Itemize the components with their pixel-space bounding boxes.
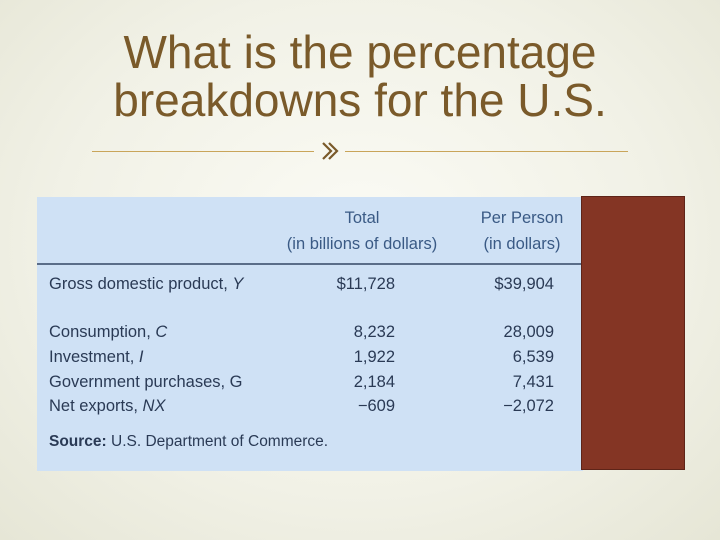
row-label: Investment, [49, 348, 139, 366]
row-variable: G [229, 373, 243, 391]
row-per-person: 6,539 [512, 348, 554, 366]
slide-title-line-2: breakdowns for the U.S. [113, 74, 607, 126]
gdp-table: Total (in billions of dollars) Per Perso… [37, 197, 583, 471]
header-total-title: Total [344, 209, 380, 227]
row-variable: I [138, 348, 144, 366]
row-total: −609 [357, 397, 395, 415]
table-row-investment: Investment, I 1,922 6,539 [37, 345, 583, 369]
row-total: 8,232 [353, 323, 395, 341]
row-total: 2,184 [353, 373, 395, 391]
slide-title: What is the percentage breakdowns for th… [0, 28, 720, 124]
header-total: Total (in billions of dollars) [282, 205, 442, 257]
header-per-person-unit: (in dollars) [483, 235, 561, 253]
row-variable: Y [232, 275, 244, 293]
source-text: U.S. Department of Commerce. [106, 433, 329, 450]
title-divider-left [92, 151, 314, 152]
row-per-person: $39,904 [494, 275, 554, 293]
table-row-consumption: Consumption, C 8,232 28,009 [37, 320, 583, 344]
table-row-net-exports: Net exports, NX −609 −2,072 [37, 394, 583, 418]
slide-title-line-1: What is the percentage [123, 26, 597, 78]
title-divider-right [345, 151, 628, 152]
source-label: Source: [49, 433, 107, 450]
double-chevron-ornament-icon [322, 142, 339, 160]
row-variable: C [155, 323, 168, 341]
table-row-gdp: Gross domestic product, Y $11,728 $39,90… [37, 272, 583, 296]
header-per-person-title: Per Person [480, 209, 564, 227]
row-label: Net exports, [49, 397, 143, 415]
source-note: Source: U.S. Department of Commerce. [49, 433, 328, 451]
header-divider [37, 263, 583, 265]
header-per-person: Per Person (in dollars) [467, 205, 577, 257]
row-total: $11,728 [336, 275, 395, 293]
header-total-unit: (in billions of dollars) [286, 235, 438, 253]
row-per-person: −2,072 [503, 397, 554, 415]
row-label: Gross domestic product, [49, 275, 233, 293]
row-label: Consumption, [49, 323, 156, 341]
row-per-person: 28,009 [503, 323, 554, 341]
table-row-government: Government purchases, G 2,184 7,431 [37, 370, 583, 394]
row-per-person: 7,431 [512, 373, 554, 391]
row-variable: NX [142, 397, 166, 415]
row-label: Government purchases, [49, 373, 230, 391]
row-total: 1,922 [353, 348, 395, 366]
answer-cover-box[interactable] [581, 196, 685, 470]
